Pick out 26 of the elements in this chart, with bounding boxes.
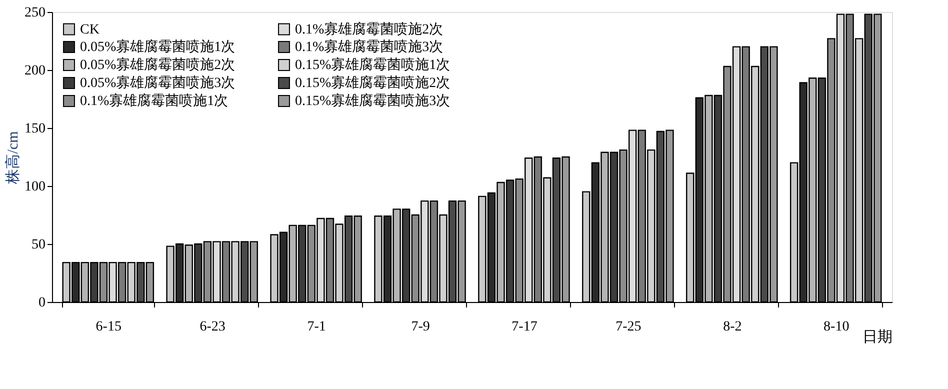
x-tick-label: 7-17 xyxy=(512,320,538,334)
y-tick-label: 50 xyxy=(32,238,46,252)
x-axis-title: 日期 xyxy=(862,328,892,346)
x-tick-label: 8-2 xyxy=(723,320,742,334)
legend-label: 0.05%寡雄腐霉菌喷施2次 xyxy=(80,57,236,73)
legend-label: 0.1%寡雄腐霉菌喷施2次 xyxy=(295,21,444,38)
legend-label: CK xyxy=(80,22,100,38)
y-tick-label: 250 xyxy=(24,6,46,20)
y-tick-label: 200 xyxy=(24,64,46,78)
x-tick-label: 7-9 xyxy=(411,320,430,334)
y-tick-label: 0 xyxy=(38,296,46,310)
legend-label: 0.1%寡雄腐霉菌喷施1次 xyxy=(80,93,228,109)
y-tick-label: 150 xyxy=(24,122,46,136)
x-tick-label: 6-15 xyxy=(96,320,122,334)
legend-label: 0.1%寡雄腐霉菌喷施3次 xyxy=(295,39,444,55)
legend-label: 0.05%寡雄腐霉菌喷施3次 xyxy=(80,75,236,91)
x-tick-label: 7-25 xyxy=(616,320,642,334)
x-tick-label: 8-10 xyxy=(824,320,850,334)
legend-label: 0.15%寡雄腐霉菌喷施2次 xyxy=(295,75,450,91)
legend-label: 0.15%寡雄腐霉菌喷施3次 xyxy=(295,93,450,109)
legend-label: 0.15%寡雄腐霉菌喷施1次 xyxy=(295,57,450,73)
y-axis-title: 株高/cm xyxy=(4,130,22,185)
x-tick-label: 6-23 xyxy=(200,320,226,334)
legend-label: 0.05%寡雄腐霉菌喷施1次 xyxy=(80,39,236,55)
y-tick-label: 100 xyxy=(24,180,46,194)
x-tick-label: 7-1 xyxy=(307,320,326,334)
